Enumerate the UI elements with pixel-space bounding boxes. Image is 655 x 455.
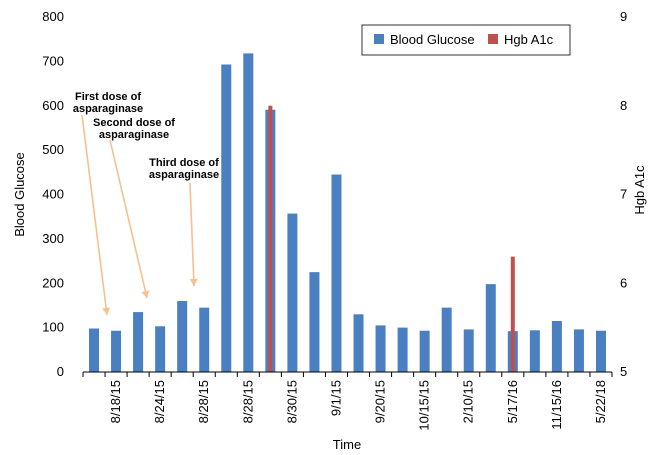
blood-glucose-bar: [485, 284, 496, 372]
x-tick-label: 9/1/15: [328, 380, 343, 416]
blood-glucose-bar: [199, 307, 210, 372]
blood-glucose-bar: [177, 301, 188, 372]
x-tick-label: 5/17/16: [505, 380, 520, 423]
blood-glucose-bars: [89, 53, 606, 373]
x-tick-label: 8/28/15: [240, 380, 255, 423]
blood-glucose-bar: [375, 325, 386, 372]
blood-glucose-bar: [551, 320, 562, 372]
hgb-a1c-markers: [268, 105, 515, 372]
blood-glucose-bar: [221, 64, 232, 372]
x-tick-label: 8/30/15: [284, 380, 299, 423]
y-tick-label: 200: [42, 275, 64, 290]
annotation-text: asparaginase: [73, 103, 143, 115]
y2-axis-title: Hgb A1c: [632, 165, 647, 215]
annotation-text: asparaginase: [149, 169, 219, 181]
hgb-a1c-bar: [510, 256, 515, 372]
blood-glucose-bar: [529, 330, 540, 372]
blood-glucose-bar: [287, 213, 298, 372]
y2-axis-ticks: 5 6 7 8 9: [620, 9, 627, 379]
legend: Blood Glucose Hgb A1c: [361, 24, 571, 56]
y-tick-label: 100: [42, 320, 64, 335]
y2-tick-label: 9: [620, 9, 627, 24]
blood-glucose-bar: [133, 312, 144, 372]
annotation-text: asparaginase: [99, 129, 169, 141]
y-tick-label: 300: [42, 231, 64, 246]
x-tick-label: 8/18/15: [108, 380, 123, 423]
y2-tick-label: 7: [620, 187, 627, 202]
y-tick-label: 600: [42, 98, 64, 113]
blood-glucose-bar: [353, 314, 364, 372]
legend-swatch-hgb-a1c: [488, 34, 498, 44]
blood-glucose-bar: [419, 330, 430, 372]
x-tick-label: 5/22/18: [593, 380, 608, 423]
blood-glucose-bar: [595, 330, 606, 372]
annotation-text: Third dose of: [149, 157, 219, 169]
blood-glucose-bar: [155, 326, 166, 372]
x-tick-label: 10/15/15: [417, 380, 432, 431]
x-axis-title: Time: [333, 437, 361, 452]
annotation-text: First dose of: [75, 91, 141, 103]
legend-label-blood-glucose: Blood Glucose: [390, 32, 475, 47]
blood-glucose-bar: [573, 329, 584, 372]
x-tick-label: 9/20/15: [373, 380, 388, 423]
blood-glucose-bar: [331, 174, 342, 372]
blood-glucose-bar: [441, 307, 452, 372]
annotation-text: Second dose of: [93, 117, 175, 129]
blood-glucose-bar: [111, 330, 122, 372]
x-axis-ticks: 8/18/15 8/24/15 8/28/15 8/28/15 8/30/15 9/1/1…: [82, 372, 613, 431]
blood-glucose-bar: [463, 329, 474, 372]
annotation-arrowhead: [102, 307, 111, 315]
legend-swatch-blood-glucose: [374, 34, 384, 44]
blood-glucose-bar: [89, 328, 100, 372]
blood-glucose-bar: [397, 327, 408, 372]
y2-tick-label: 8: [620, 98, 627, 113]
x-tick-label: 11/15/16: [549, 380, 564, 430]
x-tick-label: 2/10/15: [461, 380, 476, 423]
y-tick-label: 500: [42, 142, 64, 157]
annotation-arrow: [109, 139, 148, 299]
hgb-a1c-bar: [268, 105, 273, 372]
annotation-arrowhead: [189, 278, 198, 286]
y-axis-ticks: 0 100 200 300 400 500 600 700 800: [42, 9, 64, 379]
annotation-arrow: [81, 114, 108, 316]
y-tick-label: 0: [57, 364, 64, 379]
x-tick-label: 8/24/15: [152, 380, 167, 423]
blood-glucose-bar: [309, 272, 320, 372]
blood-glucose-bar: [243, 53, 254, 372]
y-tick-label: 800: [42, 9, 64, 24]
x-tick-label: 8/28/15: [196, 380, 211, 423]
y-tick-label: 700: [42, 53, 64, 68]
y-axis-title: Blood Glucose: [12, 152, 27, 237]
y2-tick-label: 5: [620, 364, 627, 379]
annotation-arrowhead: [141, 290, 150, 298]
y-tick-label: 400: [42, 187, 64, 202]
y2-tick-label: 6: [620, 275, 627, 290]
annotation-arrow: [189, 182, 195, 287]
legend-label-hgb-a1c: Hgb A1c: [504, 32, 554, 47]
